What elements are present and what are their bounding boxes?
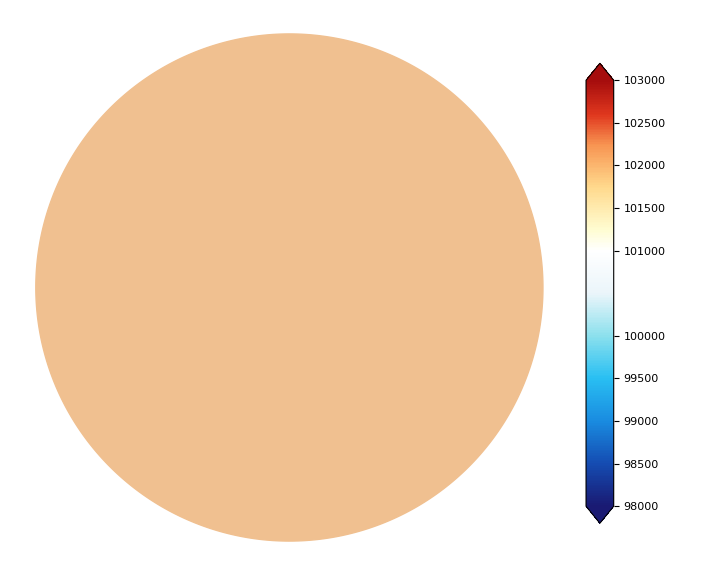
Polygon shape bbox=[36, 34, 543, 541]
PathPatch shape bbox=[586, 63, 614, 80]
PathPatch shape bbox=[586, 506, 614, 523]
